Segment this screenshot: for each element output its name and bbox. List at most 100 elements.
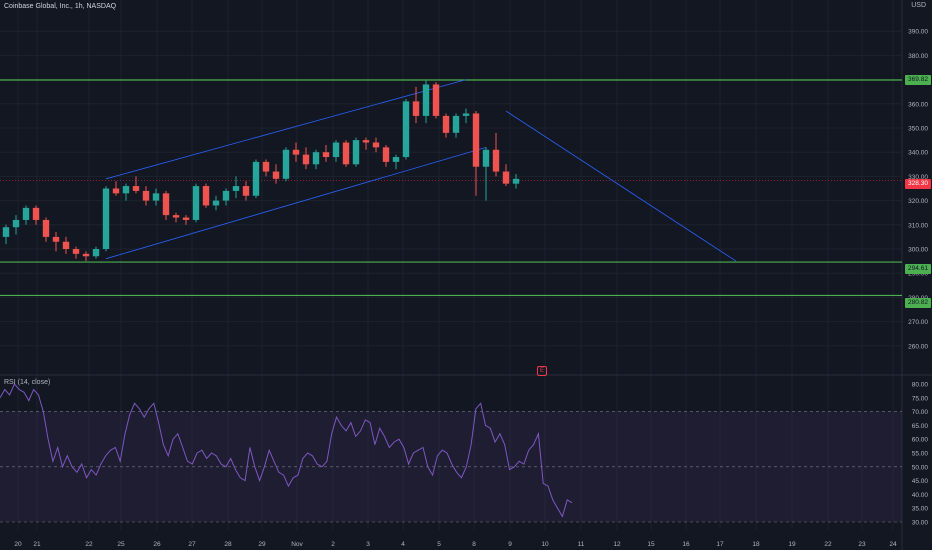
candle-body [232,186,240,191]
time-tick-label: 11 [578,541,585,548]
candle-body [392,157,400,162]
candle-body [42,219,50,237]
candle-body [312,152,320,165]
price-tag-lower-level: 280.82 [905,298,931,308]
candle-body [342,142,350,165]
time-tick-label: 12 [613,541,621,548]
candle-body [162,193,170,216]
candle-body [102,188,110,249]
time-tick-label: 2 [331,541,335,548]
x-axis-ticks: 20 21 22 25 26 27 28 29 Nov 2 3 4 5 8 9 10 11 12 15 16 17 18 1… [14,541,897,548]
candles [2,79,520,262]
candle-body [12,219,20,228]
rsi-background [0,411,902,523]
candle-body [92,249,100,257]
candle-body [212,200,220,206]
channel-upper-line [105,79,467,180]
candle-body [302,154,310,165]
time-tick-label: 24 [889,541,897,548]
candle-body [182,217,190,220]
time-tick-label: 18 [752,541,760,548]
rsi-tick-label: 40.00 [912,492,929,499]
candle-body [502,171,510,184]
rsi-title[interactable]: RSI (14, close) [4,379,51,386]
rsi-tick-label: 45.00 [912,478,929,485]
candle-body [62,241,70,249]
channel-lower-line [105,146,487,260]
price-tick-label: 290.00 [908,271,928,278]
time-tick-label: Nov [291,541,303,548]
rsi-tick-label: 30.00 [912,520,929,527]
price-tag-mid-level: 294.61 [905,264,931,274]
candle-body [2,227,10,237]
candle-body [432,84,440,116]
price-tick-label: 390.00 [908,29,928,36]
price-tick-label: 260.00 [908,343,928,350]
candle-body [282,149,290,179]
price-tick-label: 330.00 [908,174,928,181]
price-tag-upper-level: 369.82 [905,75,931,85]
time-tick-label: 21 [33,541,41,548]
time-tick-label: 15 [647,541,655,548]
price-tick-label: 340.00 [908,150,928,157]
time-tick-label: 20 [14,541,22,548]
time-tick-label: 23 [858,541,866,548]
price-tick-label: 300.00 [908,247,928,254]
candle-body [482,149,490,167]
rsi-tick-label: 80.00 [912,382,929,389]
rsi-series-line [0,383,573,518]
candle-body [402,101,410,158]
chart-title: Coinbase Global, Inc., 1h, NASDAQ [4,3,117,10]
candle-body [262,161,270,172]
candle-body [362,140,370,143]
candle-body [52,236,60,242]
time-tick-label: 26 [153,541,161,548]
candle-body [32,207,40,220]
time-tick-label: 17 [716,541,724,548]
price-tick-label: 380.00 [908,53,928,60]
time-tick-label: 8 [472,541,476,548]
rsi-tick-label: 50.00 [912,464,929,471]
time-tick-label: 16 [682,541,690,548]
currency-label[interactable]: USD [911,2,926,9]
price-tick-label: 360.00 [908,101,928,108]
time-tick-label: 9 [508,541,512,548]
candle-body [372,142,380,148]
time-tick-label: 19 [788,541,796,548]
price-tick-label: 270.00 [908,319,928,326]
earnings-event-icon[interactable]: E [537,366,547,376]
trend-line [505,110,737,262]
horizontal-levels [0,79,902,297]
candle-body [132,186,140,191]
time-tick-label: 28 [224,541,232,548]
candle-body [172,215,180,218]
rsi-tick-label: 60.00 [912,437,929,444]
candle-body [292,149,300,155]
candle-body [192,186,200,220]
candle-body [252,161,260,196]
rsi-tick-label: 35.00 [912,506,929,513]
time-tick-label: 10 [541,541,549,548]
candle-body [472,113,480,167]
candle-body [202,186,210,206]
time-tick-label: 25 [117,541,125,548]
price-tag-current: 328.30 [905,179,931,189]
candle-body [82,253,90,257]
candle-body [152,193,160,201]
time-tick-label: 5 [437,541,441,548]
time-tick-label: 22 [85,541,93,548]
candle-body [382,147,390,162]
time-tick-label: 29 [258,541,266,548]
time-tick-label: 4 [401,541,405,548]
time-tick-label: 22 [824,541,832,548]
candle-body [22,207,30,220]
rsi-tick-label: 55.00 [912,451,929,458]
time-tick-label: 3 [366,541,370,548]
candle-body [142,190,150,201]
price-tick-label: 320.00 [908,198,928,205]
candle-body [242,186,250,196]
candle-body [222,190,230,201]
price-tick-label: 350.00 [908,126,928,133]
candle-body [422,84,430,116]
